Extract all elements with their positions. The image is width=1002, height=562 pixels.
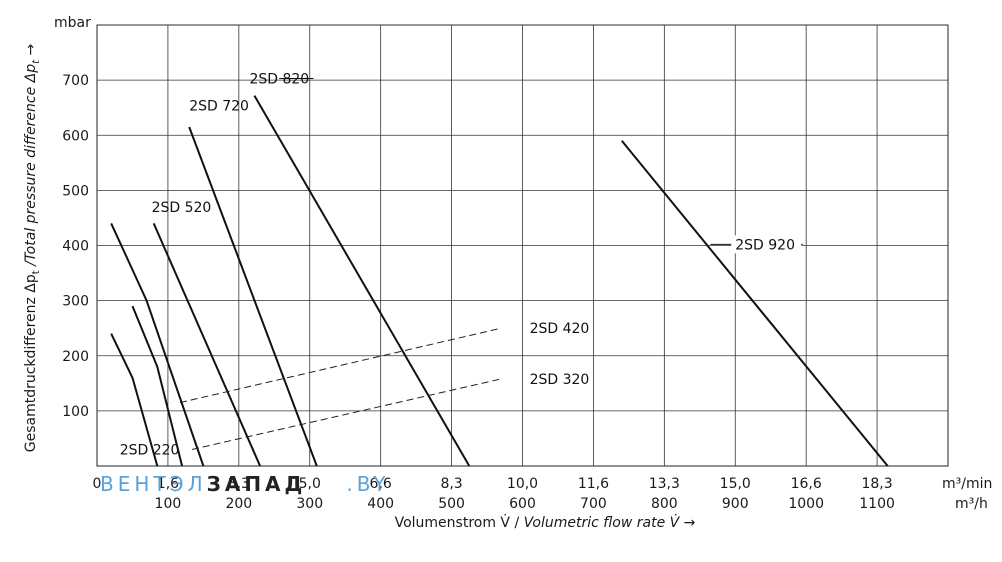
- x-unit-min: m³/min: [942, 476, 992, 492]
- x-tick-min-900: 15,0: [720, 476, 751, 492]
- watermark: ВЕНТЭЛЗАПАД .BY: [100, 472, 390, 496]
- series-2sd-520: [152, 222, 262, 467]
- series-2sd-720: [188, 126, 318, 467]
- label-2sd-220: 2SD 220: [120, 442, 180, 458]
- x-tick-h-300: 300: [296, 496, 323, 512]
- label-2sd-420: 2SD 420: [530, 321, 590, 337]
- y-unit: mbar: [54, 15, 91, 31]
- y-axis-title: Gesamtdruckdifferenz Δpt /Total pressure…: [23, 43, 42, 452]
- x-tick-min-600: 10,0: [507, 476, 538, 492]
- y-tick-500: 500: [62, 183, 89, 199]
- y-axis-title-arrow: →: [23, 43, 39, 59]
- x-tick-min-800: 13,3: [649, 476, 680, 492]
- x-tick-labels: 1,6 3,3 5,0 6,6 8,3 10,0 11,6 13,3 15,0 16,6 18,3 0…: [93, 476, 895, 512]
- series-lines: [110, 95, 889, 467]
- x-tick-h-900: 900: [722, 496, 749, 512]
- x-tick-min-300: 5,0: [299, 476, 321, 492]
- y-tick-300: 300: [62, 294, 89, 310]
- series-2sd-320: [131, 305, 184, 467]
- label-2sd-720: 2SD 720: [189, 98, 249, 114]
- y-axis-title-sub2: t: [31, 59, 42, 64]
- x-tick-min-1100: 18,3: [861, 476, 892, 492]
- watermark-part2: ЗАПАД: [207, 472, 307, 496]
- x-tick-min-700: 11,6: [578, 476, 609, 492]
- label-2sd-920-bg: [731, 235, 802, 254]
- x-tick-min-200: 3,3: [228, 476, 250, 492]
- x-axis-title: Volumenstrom V̇ / Volumetric flow rate V…: [395, 514, 696, 531]
- x-tick-min-100: 1,6: [157, 476, 179, 492]
- x-unit-h: m³/h: [955, 496, 988, 512]
- x-tick-h-700: 700: [580, 496, 607, 512]
- series-2sd-820: [253, 95, 471, 467]
- guide-2sd-320: [191, 378, 502, 450]
- y-tick-labels: 100 200 300 400 500 600 700: [62, 73, 89, 420]
- label-2sd-520: 2SD 520: [152, 200, 212, 216]
- y-tick-400: 400: [62, 239, 89, 255]
- grid: [96, 24, 949, 467]
- y-tick-600: 600: [62, 128, 89, 144]
- x-tick-h-1000: 1000: [788, 496, 824, 512]
- y-tick-100: 100: [62, 404, 89, 420]
- label-2sd-920: 2SD 920: [735, 237, 795, 253]
- x-tick-h-800: 800: [651, 496, 678, 512]
- watermark-part1: ВЕНТЭЛ: [100, 472, 207, 496]
- y-tick-200: 200: [62, 349, 89, 365]
- series-2sd-920: [621, 140, 889, 467]
- y-axis-title-en: /Total pressure difference Δp: [23, 64, 39, 271]
- x-tick-min-500: 8,3: [440, 476, 462, 492]
- x-tick-h-600: 600: [509, 496, 536, 512]
- guide-2sd-420: [179, 327, 502, 404]
- x-axis-title-en: Volumetric flow rate V̇ →: [524, 514, 696, 531]
- label-2sd-820: 2SD 820: [249, 71, 309, 87]
- x-tick-h-200: 200: [225, 496, 252, 512]
- x-axis-title-de: Volumenstrom V̇ /: [395, 514, 524, 531]
- x-tick-h-400: 400: [367, 496, 394, 512]
- x-tick-min-1000: 16,6: [791, 476, 822, 492]
- x-tick-min-400: 6,6: [370, 476, 392, 492]
- watermark-part3: .BY: [346, 472, 389, 496]
- series-2sd-420: [110, 222, 205, 467]
- y-tick-700: 700: [62, 73, 89, 89]
- y-axis-title-sub1: t: [31, 270, 42, 274]
- x-tick-h-100: 100: [155, 496, 182, 512]
- x-tick-h-500: 500: [438, 496, 465, 512]
- y-axis-title-de: Gesamtdruckdifferenz Δp: [23, 274, 39, 452]
- label-2sd-320: 2SD 320: [530, 372, 590, 388]
- x-tick-h-1100: 1100: [859, 496, 895, 512]
- series-2sd-220: [110, 333, 159, 467]
- x-tick-h-0: 0: [93, 476, 102, 492]
